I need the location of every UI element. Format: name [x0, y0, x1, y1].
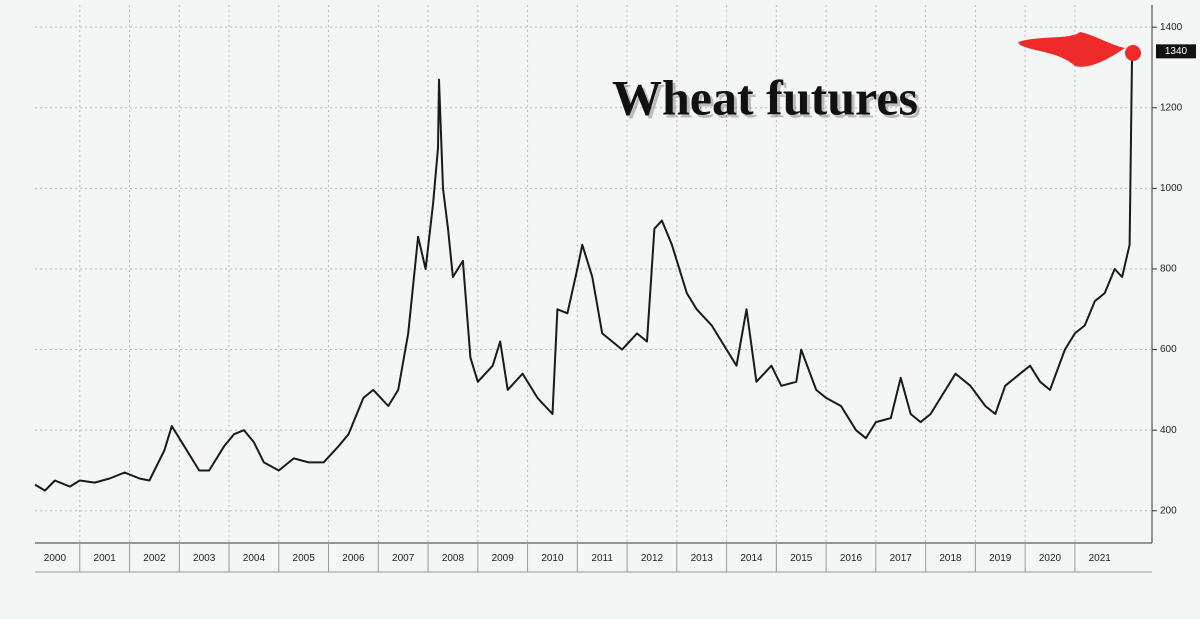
y-tick-label: 1400 [1160, 22, 1183, 33]
x-tick-label: 2013 [691, 553, 714, 564]
price-line [34, 51, 1134, 492]
y-tick-label: 1000 [1160, 183, 1183, 194]
last-value-box [1156, 44, 1196, 59]
x-tick-label: 2002 [143, 553, 166, 564]
x-tick-label: 2003 [193, 553, 216, 564]
x-tick-label: 2006 [342, 553, 365, 564]
x-tick-label: 2020 [1039, 553, 1062, 564]
x-tick-label: 2009 [492, 553, 515, 564]
x-tick-label: 2007 [392, 553, 415, 564]
y-tick-label: 1200 [1160, 102, 1183, 113]
x-tick-label: 2008 [442, 553, 465, 564]
x-tick-label: 2004 [243, 553, 266, 564]
last-value-label: 1340 [1165, 46, 1188, 57]
x-tick-label: 2014 [740, 553, 763, 564]
y-tick-label: 200 [1160, 505, 1177, 516]
x-tick-label: 2011 [591, 553, 613, 564]
x-tick-label: 2019 [989, 553, 1012, 564]
x-tick-label: 2000 [44, 553, 67, 564]
x-tick-label: 2005 [293, 553, 316, 564]
plot: 1340 [34, 44, 1196, 492]
grid: 200 400 600 800 1000 1200 1400 2000 2001 2002 2003… [35, 5, 1183, 573]
red-dot [1125, 45, 1141, 61]
red-scribble [1018, 32, 1125, 67]
x-tick-label: 2018 [939, 553, 962, 564]
x-tick-label: 2016 [840, 553, 863, 564]
x-tick-label: 2012 [641, 553, 664, 564]
x-tick-label: 2001 [94, 553, 117, 564]
y-tick-label: 800 [1160, 264, 1177, 275]
y-tick-label: 600 [1160, 344, 1177, 355]
x-tick-label: 2015 [790, 553, 813, 564]
title-shadow: Wheat futures [615, 72, 921, 128]
x-tick-label: 2021 [1089, 553, 1112, 564]
x-tick-label: 2010 [541, 553, 564, 564]
x-tick-label: 2017 [890, 553, 913, 564]
title: Wheat futures [612, 69, 918, 125]
y-tick-label: 400 [1160, 425, 1177, 436]
